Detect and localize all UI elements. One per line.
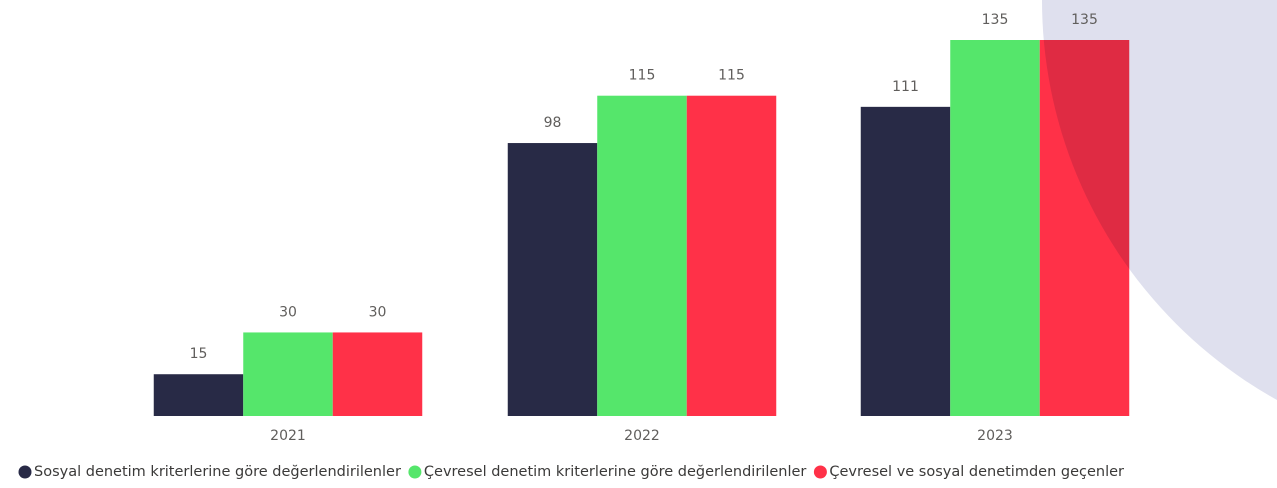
value-label: 135: [982, 12, 1009, 28]
value-label: 30: [369, 304, 387, 320]
bar: [153, 374, 244, 416]
legend-label: Sosyal denetim kriterlerine göre değerle…: [34, 464, 401, 480]
legend-marker: [18, 465, 32, 479]
legend-label: Çevresel ve sosyal denetimden geçenler: [829, 464, 1124, 480]
value-label: 98: [544, 115, 562, 131]
legend-marker: [408, 465, 422, 479]
x-tick-label: 2021: [270, 428, 306, 444]
plot: [153, 40, 1130, 416]
bar: [243, 332, 333, 416]
value-label: 30: [279, 304, 297, 320]
value-label: 115: [629, 68, 656, 84]
bar: [332, 332, 423, 416]
value-label: 15: [190, 346, 208, 362]
value-label: 111: [892, 79, 919, 95]
bar: [507, 143, 598, 416]
bar: [860, 106, 951, 416]
value-label: 135: [1071, 12, 1098, 28]
value-label: 115: [718, 68, 745, 84]
decor-circle: [1042, 0, 1277, 400]
labels: 2021 15 30 30 2022 98 115 115 2023 111 135 135 Sosya…: [18, 12, 1124, 480]
bar: [686, 95, 777, 416]
legend-marker: [813, 465, 827, 479]
bar: [597, 95, 687, 416]
legend-label: Çevresel denetim kriterlerine göre değer…: [424, 464, 807, 480]
x-tick-label: 2023: [977, 428, 1013, 444]
bar: [950, 40, 1040, 416]
x-tick-label: 2022: [624, 428, 660, 444]
